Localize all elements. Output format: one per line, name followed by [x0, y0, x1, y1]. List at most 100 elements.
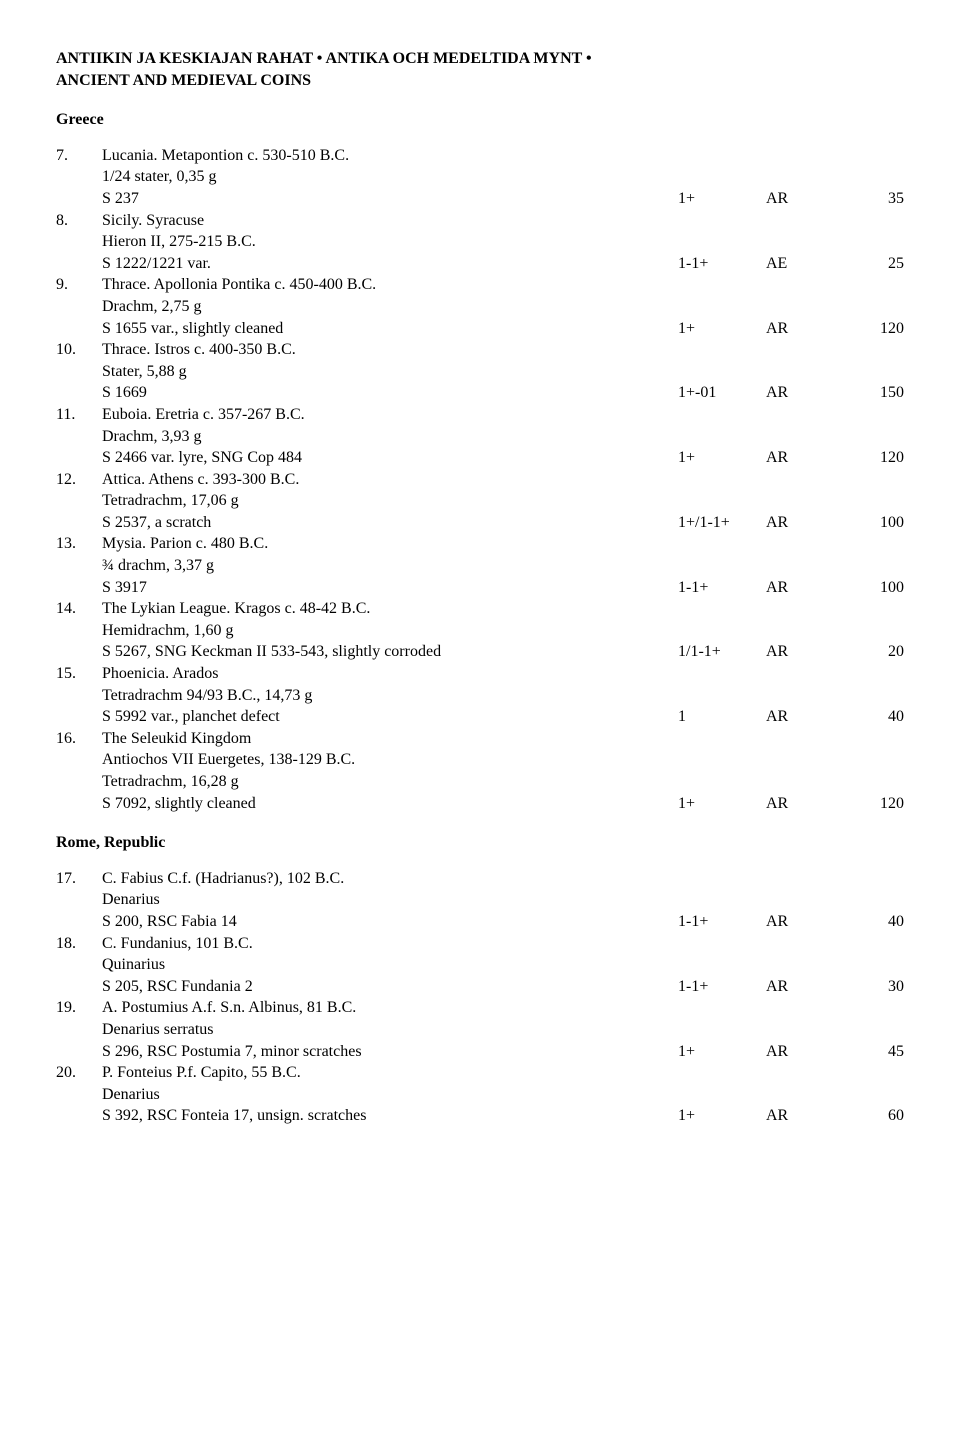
lot-value-row: S 16691+-01AR150 — [102, 382, 904, 404]
lot-subline: Hemidrachm, 1,60 g — [102, 620, 904, 642]
document-body: Greece7.Lucania. Metapontion c. 530-510 … — [56, 109, 904, 1127]
header-line-1: ANTIIKIN JA KESKIAJAN RAHAT • ANTIKA OCH… — [56, 48, 904, 70]
lot-reference: S 237 — [102, 188, 670, 210]
lot-reference: S 5267, SNG Keckman II 533-543, slightly… — [102, 641, 670, 663]
lot-body: C. Fundanius, 101 B.C.QuinariusS 205, RS… — [102, 933, 904, 998]
lot-reference: S 1669 — [102, 382, 670, 404]
lot-subline: Denarius serratus — [102, 1019, 904, 1041]
lot-title: Euboia. Eretria c. 357-267 B.C. — [102, 404, 904, 426]
lot-entry: 20.P. Fonteius P.f. Capito, 55 B.C.Denar… — [56, 1062, 904, 1127]
lot-body: Thrace. Apollonia Pontika c. 450-400 B.C… — [102, 274, 904, 339]
lot-grade: 1-1+ — [678, 976, 758, 998]
lot-entry: 7.Lucania. Metapontion c. 530-510 B.C.1/… — [56, 145, 904, 210]
lot-metal: AR — [766, 188, 836, 210]
lot-price: 120 — [844, 793, 904, 815]
lot-body: Thrace. Istros c. 400-350 B.C.Stater, 5,… — [102, 339, 904, 404]
lot-body: The Lykian League. Kragos c. 48-42 B.C.H… — [102, 598, 904, 663]
lot-metal: AR — [766, 706, 836, 728]
lot-price: 35 — [844, 188, 904, 210]
lot-metal: AR — [766, 447, 836, 469]
lot-number: 7. — [56, 145, 96, 210]
lot-reference: S 392, RSC Fonteia 17, unsign. scratches — [102, 1105, 670, 1127]
lot-grade: 1-1+ — [678, 253, 758, 275]
lot-grade: 1+-01 — [678, 382, 758, 404]
lot-subline: Tetradrachm, 16,28 g — [102, 771, 904, 793]
lot-number: 19. — [56, 997, 96, 1062]
lot-grade: 1-1+ — [678, 911, 758, 933]
lot-title: Lucania. Metapontion c. 530-510 B.C. — [102, 145, 904, 167]
lot-number: 13. — [56, 533, 96, 598]
lot-number: 11. — [56, 404, 96, 469]
lot-title: Thrace. Apollonia Pontika c. 450-400 B.C… — [102, 274, 904, 296]
lot-number: 10. — [56, 339, 96, 404]
lot-body: P. Fonteius P.f. Capito, 55 B.C.Denarius… — [102, 1062, 904, 1127]
lot-price: 120 — [844, 447, 904, 469]
lot-body: C. Fabius C.f. (Hadrianus?), 102 B.C.Den… — [102, 868, 904, 933]
lot-grade: 1+ — [678, 188, 758, 210]
lot-value-row: S 7092, slightly cleaned1+AR120 — [102, 793, 904, 815]
lot-price: 100 — [844, 577, 904, 599]
lot-reference: S 3917 — [102, 577, 670, 599]
lot-entry: 13.Mysia. Parion c. 480 B.C.¾ drachm, 3,… — [56, 533, 904, 598]
lot-grade: 1+ — [678, 318, 758, 340]
lot-entry: 11. Euboia. Eretria c. 357-267 B.C.Drachm… — [56, 404, 904, 469]
lot-value-row: S 5267, SNG Keckman II 533-543, slightly… — [102, 641, 904, 663]
lot-title: Thrace. Istros c. 400-350 B.C. — [102, 339, 904, 361]
lot-entry: 12.Attica. Athens c. 393-300 B.C.Tetradr… — [56, 469, 904, 534]
lot-subline: Tetradrachm, 17,06 g — [102, 490, 904, 512]
lot-number: 18. — [56, 933, 96, 998]
lot-title: A. Postumius A.f. S.n. Albinus, 81 B.C. — [102, 997, 904, 1019]
lot-value-row: S 2466 var. lyre, SNG Cop 4841+AR120 — [102, 447, 904, 469]
lot-price: 40 — [844, 911, 904, 933]
lot-body: Sicily. SyracuseHieron II, 275-215 B.C.S… — [102, 210, 904, 275]
lot-value-row: S 205, RSC Fundania 21-1+AR30 — [102, 976, 904, 998]
lot-grade: 1-1+ — [678, 577, 758, 599]
lot-number: 16. — [56, 728, 96, 814]
lot-subline: Tetradrachm 94/93 B.C., 14,73 g — [102, 685, 904, 707]
lot-subline: Drachm, 3,93 g — [102, 426, 904, 448]
lot-metal: AR — [766, 911, 836, 933]
lot-reference: S 5992 var., planchet defect — [102, 706, 670, 728]
lot-price: 40 — [844, 706, 904, 728]
lot-metal: AE — [766, 253, 836, 275]
lot-reference: S 296, RSC Postumia 7, minor scratches — [102, 1041, 670, 1063]
lot-metal: AR — [766, 1041, 836, 1063]
lot-price: 30 — [844, 976, 904, 998]
lot-number: 12. — [56, 469, 96, 534]
lot-title: Attica. Athens c. 393-300 B.C. — [102, 469, 904, 491]
lot-value-row: S 1222/1221 var. 1-1+ AE 25 — [102, 253, 904, 275]
lot-reference: S 1655 var., slightly cleaned — [102, 318, 670, 340]
lot-body: Attica. Athens c. 393-300 B.C.Tetradrach… — [102, 469, 904, 534]
lot-price: 25 — [844, 253, 904, 275]
lot-price: 45 — [844, 1041, 904, 1063]
lot-reference: S 1222/1221 var. — [102, 253, 670, 275]
section-heading: Greece — [56, 109, 904, 131]
lot-value-row: S 5992 var., planchet defect1AR40 — [102, 706, 904, 728]
lot-metal: AR — [766, 1105, 836, 1127]
lot-price: 120 — [844, 318, 904, 340]
lot-entry: 14.The Lykian League. Kragos c. 48-42 B.… — [56, 598, 904, 663]
lot-subline: Quinarius — [102, 954, 904, 976]
lot-entry: 8.Sicily. SyracuseHieron II, 275-215 B.C… — [56, 210, 904, 275]
lot-grade: 1+ — [678, 1041, 758, 1063]
lot-entry: 19. A. Postumius A.f. S.n. Albinus, 81 B.… — [56, 997, 904, 1062]
lot-body: Phoenicia. AradosTetradrachm 94/93 B.C.,… — [102, 663, 904, 728]
lot-grade: 1/1-1+ — [678, 641, 758, 663]
lot-metal: AR — [766, 318, 836, 340]
header-line-2: ANCIENT AND MEDIEVAL COINS — [56, 70, 904, 92]
lot-metal: AR — [766, 382, 836, 404]
lot-metal: AR — [766, 512, 836, 534]
lot-value-row: S 39171-1+AR100 — [102, 577, 904, 599]
lot-entry: 15.Phoenicia. AradosTetradrachm 94/93 B.… — [56, 663, 904, 728]
lot-number: 15. — [56, 663, 96, 728]
lot-value-row: S 2537, a scratch1+/1-1+AR100 — [102, 512, 904, 534]
lot-body: Mysia. Parion c. 480 B.C.¾ drachm, 3,37 … — [102, 533, 904, 598]
lot-body: Lucania. Metapontion c. 530-510 B.C.1/24… — [102, 145, 904, 210]
lot-value-row: S 1655 var., slightly cleaned 1+ AR 120 — [102, 318, 904, 340]
lot-value-row: S 296, RSC Postumia 7, minor scratches 1+… — [102, 1041, 904, 1063]
lot-reference: S 205, RSC Fundania 2 — [102, 976, 670, 998]
section-heading: Rome, Republic — [56, 832, 904, 854]
lot-number: 8. — [56, 210, 96, 275]
lot-subline: ¾ drachm, 3,37 g — [102, 555, 904, 577]
lot-number: 20. — [56, 1062, 96, 1127]
